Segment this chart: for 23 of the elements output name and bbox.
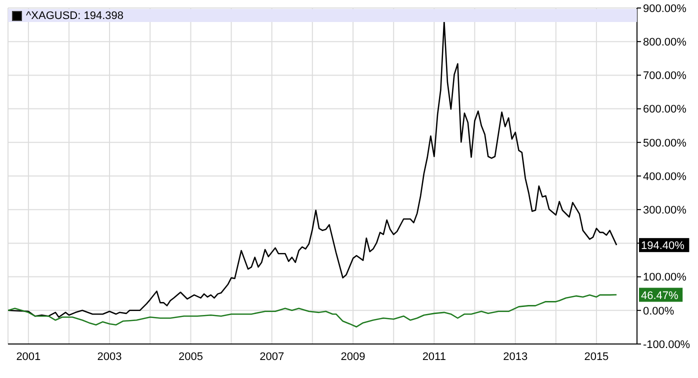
x-tick-label: 2007	[260, 350, 284, 363]
x-tick-label: 2001	[16, 350, 41, 363]
y-tick-label: 0.00%	[643, 305, 674, 318]
x-tick-label: 2015	[584, 350, 609, 363]
y-tick-label: 300.00%	[643, 204, 687, 217]
y-tick-label: 400.00%	[643, 170, 687, 183]
annotation: 194.40%	[641, 240, 685, 252]
y-tick-label: 800.00%	[643, 36, 687, 49]
y-tick-label: 600.00%	[643, 104, 687, 116]
x-tick-label: 2009	[340, 350, 366, 363]
x-tick-label: 2011	[422, 350, 446, 363]
x-tick-label: 2013	[503, 350, 528, 363]
x-tick-label: 2003	[97, 350, 122, 363]
y-tick-label: 700.00%	[643, 70, 687, 82]
legend-label: ^XAGUSD: 194.398	[26, 10, 124, 22]
line-series	[8, 20, 618, 318]
x-tick-label: 2005	[178, 350, 203, 363]
annotation: 46.47%	[641, 290, 679, 302]
line-series	[8, 294, 618, 328]
y-tick-label: 500.00%	[643, 137, 687, 150]
y-tick-label: 900.00%	[643, 2, 687, 15]
y-tick-label: -100.00%	[643, 338, 690, 351]
y-tick-label: 100.00%	[643, 272, 687, 284]
